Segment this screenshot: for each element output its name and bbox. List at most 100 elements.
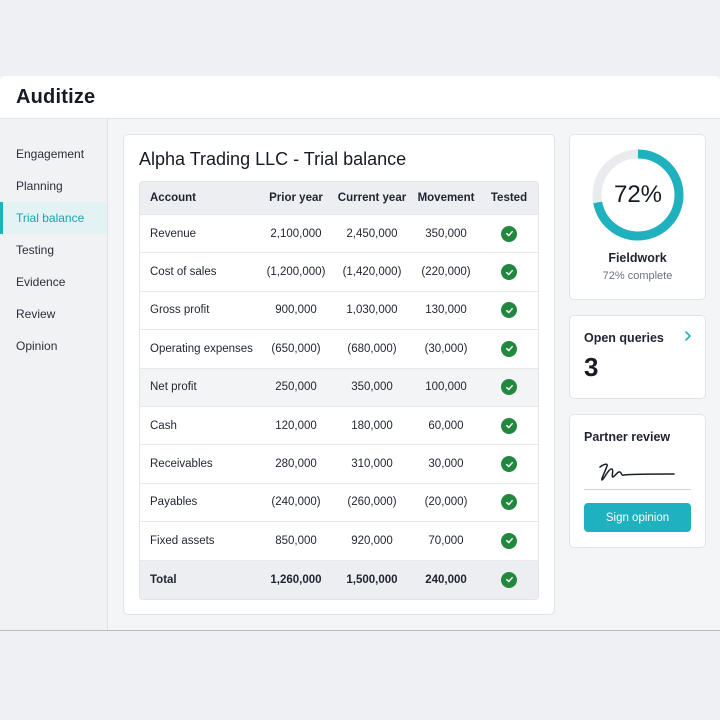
fieldwork-subtitle: 72% complete [602,270,673,282]
cell-account: Total [150,573,177,586]
table-row[interactable]: Revenue 2,100,000 2,450,000 350,000 [140,215,538,254]
progress-ring-svg [592,149,684,241]
brand-logo[interactable]: Auditize [16,86,96,108]
open-queries-title: Open queries [584,331,664,345]
column-header-prior-year[interactable]: Prior year [269,192,323,204]
column-header-tested[interactable]: Tested [490,192,528,204]
cell-tested [482,484,536,521]
cell-movement: (20,000) [424,496,468,509]
sidebar: Engagement Planning Trial balance Testing Ev… [0,119,108,630]
cell-account: Receivables [150,458,213,471]
cell-movement: 100,000 [425,381,467,394]
check-circle-icon [501,494,517,511]
column-header-movement[interactable]: Movement [417,192,475,204]
cell-current-year: (680,000) [347,342,397,355]
progress-percent: 72% [613,181,663,208]
cell-prior-year: 900,000 [275,304,317,317]
table-total-row[interactable]: Total 1,260,000 1,500,000 240,000 [140,560,538,599]
table-row[interactable]: Gross profit 900,000 1,030,000 130,000 [140,292,538,331]
table-row[interactable]: Receivables 280,000 310,000 30,000 [140,445,538,484]
cell-movement: 350,000 [425,227,467,240]
cell-movement: 60,000 [428,419,464,432]
app-window: Auditize Engagement Planning Trial balance… [0,76,720,631]
cell-tested [482,407,536,444]
sidebar-item-planning[interactable]: Planning [16,179,63,193]
cell-current-year: 310,000 [351,458,393,471]
cell-account: Net profit [150,381,197,394]
cell-current-year: (1,420,000) [342,266,402,279]
progress-ring-fill [592,149,684,241]
cell-prior-year: 120,000 [275,419,317,432]
cell-tested [482,522,536,559]
cell-current-year: 350,000 [351,381,393,394]
cell-prior-year: 280,000 [275,458,317,471]
cell-prior-year: 850,000 [275,534,317,547]
cell-tested [482,561,536,599]
cell-account: Fixed assets [150,534,215,547]
cell-current-year: 2,450,000 [346,227,398,240]
cell-movement: (30,000) [424,342,468,355]
table-row[interactable]: Fixed assets 850,000 920,000 70,000 [140,522,538,561]
table-row[interactable]: Cash 120,000 180,000 60,000 [140,407,538,446]
partner-review-title: Partner review [584,430,671,444]
cell-movement: 130,000 [425,304,467,317]
cell-current-year: 920,000 [351,534,393,547]
table-row[interactable]: Operating expenses (650,000) (680,000) (30,… [140,330,538,369]
sidebar-item-evidence[interactable]: Evidence [16,275,66,289]
trial-balance-table: Account Prior year Current year Movement… [139,181,539,600]
sidebar-item-review[interactable]: Review [16,307,56,321]
cell-movement: 70,000 [428,534,464,547]
check-circle-icon [501,532,517,549]
sign-opinion-button[interactable]: Sign opinion [584,503,691,532]
sidebar-item-engagement[interactable]: Engagement [16,147,85,161]
check-circle-icon [501,456,517,473]
cell-current-year: 1,500,000 [346,573,398,586]
cell-movement: 30,000 [428,458,464,471]
cell-prior-year: (240,000) [271,496,321,509]
cell-tested [482,292,536,329]
cell-tested [482,330,536,367]
fieldwork-progress-ring: 72% [590,147,686,243]
cell-account: Cost of sales [150,266,217,279]
check-circle-icon [501,225,517,242]
table-row[interactable]: Payables (240,000) (260,000) (20,000) [140,484,538,523]
cell-account: Gross profit [150,304,210,317]
check-circle-icon [501,571,517,588]
cell-tested [482,445,536,482]
fieldwork-card: 72% Fieldwork 72% complete [569,134,706,300]
check-circle-icon [501,379,517,396]
cell-movement: (220,000) [421,266,471,279]
cell-prior-year: 250,000 [275,381,317,394]
cell-current-year: (260,000) [347,496,397,509]
table-row[interactable]: Net profit 250,000 350,000 100,000 [140,368,538,407]
fieldwork-title: Fieldwork [608,251,667,265]
cell-current-year: 180,000 [351,419,393,432]
cell-account: Revenue [150,227,197,240]
chevron-right-icon[interactable] [683,329,693,345]
open-queries-count: 3 [584,352,599,382]
cell-tested [482,253,536,290]
sidebar-item-testing[interactable]: Testing [16,243,55,257]
column-header-current-year[interactable]: Current year [337,192,407,204]
column-header-account[interactable]: Account [150,192,196,204]
check-circle-icon [501,340,517,357]
cell-account: Payables [150,496,198,509]
open-queries-card[interactable]: Open queries 3 [569,315,706,399]
cell-tested [482,215,536,252]
page-title: Alpha Trading LLC - Trial balance [139,149,407,169]
partner-review-card: Partner review Sign opinion [569,414,706,548]
sidebar-item-opinion[interactable]: Opinion [16,339,58,353]
cell-prior-year: 1,260,000 [270,573,322,586]
check-circle-icon [501,417,517,434]
check-circle-icon [501,264,517,281]
cell-account: Cash [150,419,177,432]
signature-icon [590,455,680,490]
cell-tested [482,369,536,406]
cell-current-year: 1,030,000 [346,304,398,317]
table-row[interactable]: Cost of sales (1,200,000) (1,420,000) (220,… [140,253,538,292]
cell-prior-year: (650,000) [271,342,321,355]
top-bar: Auditize [0,76,720,119]
trial-balance-card: Alpha Trading LLC - Trial balance Accoun… [123,134,555,615]
cell-prior-year: 2,100,000 [270,227,322,240]
sidebar-item-trial-balance[interactable]: Trial balance [0,202,107,234]
